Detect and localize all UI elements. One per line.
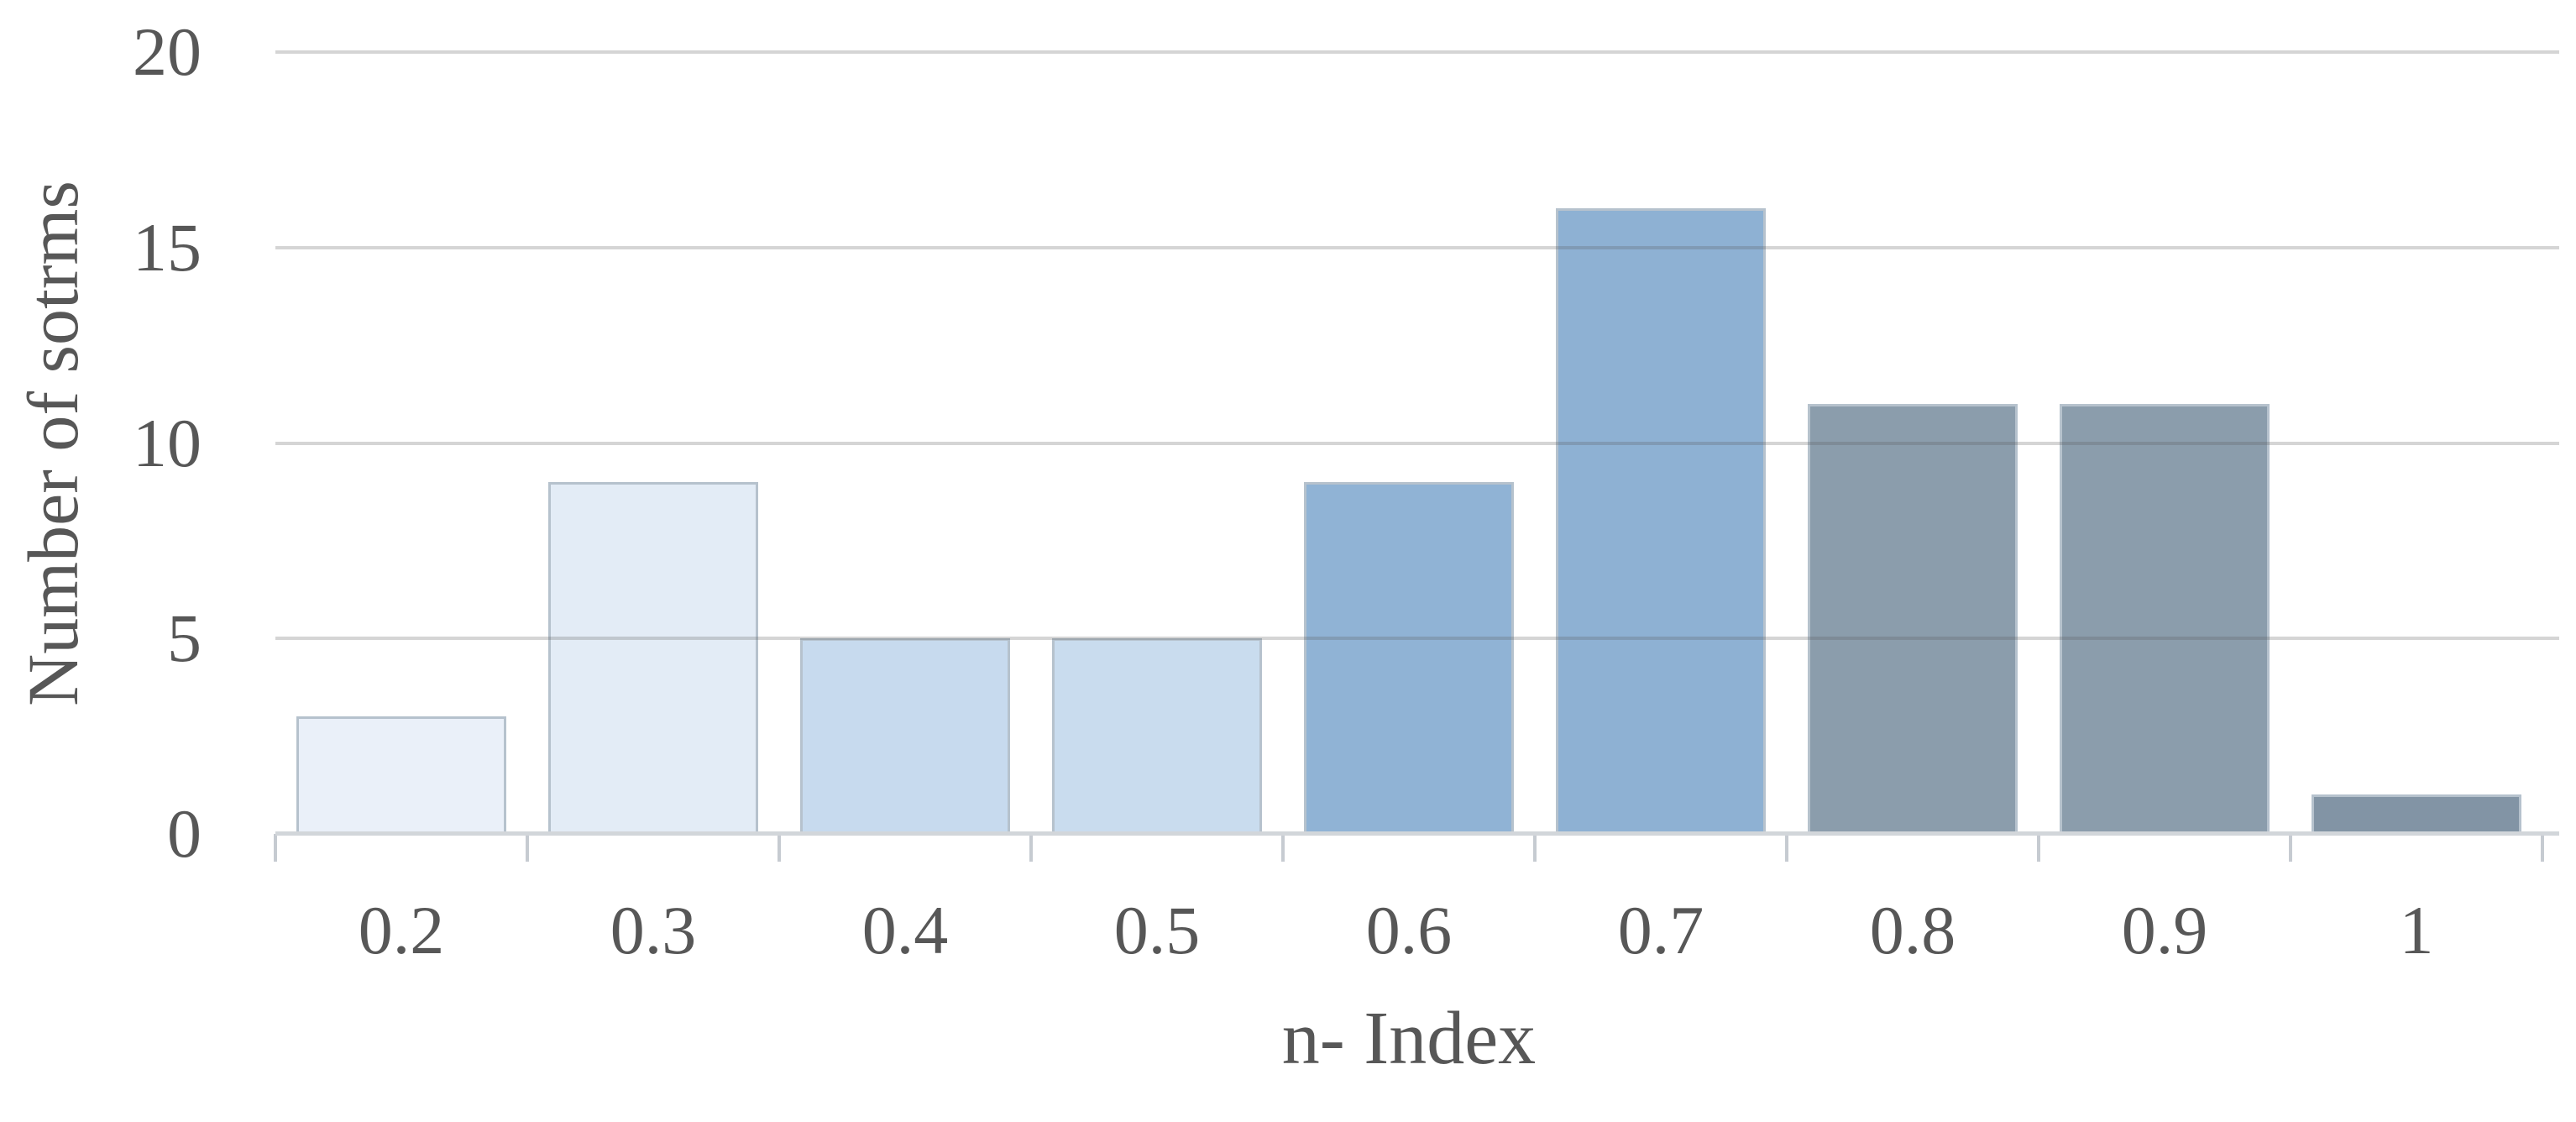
bar-0.6: [1303, 482, 1514, 834]
x-tick-2: [777, 834, 781, 862]
x-tick-6: [1784, 834, 1788, 862]
y-tick-label-15: 15: [133, 208, 202, 286]
x-tick-label-1: 1: [2399, 892, 2434, 968]
x-axis-title: n- Index: [1281, 997, 1537, 1080]
bar-0.2: [296, 716, 506, 834]
gridline-20: [275, 50, 2559, 54]
gridline-10: [275, 441, 2559, 445]
x-axis-line: [275, 831, 2559, 836]
x-tick-label-0.9: 0.9: [2121, 892, 2208, 968]
x-tick-4: [1280, 834, 1285, 862]
x-tick-8: [2288, 834, 2292, 862]
y-tick-label-20: 20: [133, 13, 202, 90]
x-tick-label-0.8: 0.8: [1869, 892, 1956, 968]
x-tick-label-0.2: 0.2: [358, 892, 445, 968]
x-tick-3: [1029, 834, 1033, 862]
y-tick-label-0: 0: [167, 795, 202, 872]
bar-1: [2311, 794, 2521, 834]
x-tick-9: [2541, 834, 2544, 862]
x-tick-label-0.7: 0.7: [1617, 892, 1704, 968]
gridline-15: [275, 245, 2559, 249]
plot-area: [274, 50, 2559, 862]
bar-0.3: [547, 482, 758, 834]
gridline-5: [275, 637, 2559, 641]
x-tick-label-0.3: 0.3: [610, 892, 697, 968]
x-tick-0: [274, 834, 277, 862]
bar-0.7: [1556, 208, 1766, 834]
y-axis-labels: 0 5 10 15 20: [0, 13, 275, 872]
x-tick-label-0.6: 0.6: [1365, 892, 1453, 968]
x-tick-5: [1533, 834, 1537, 862]
x-axis-labels: 0.2 0.3 0.4 0.5 0.6 0.7 0.8 0.9 1: [275, 880, 2542, 981]
y-tick-label-10: 10: [133, 404, 202, 481]
bar-0.9: [2060, 403, 2270, 834]
x-tick-label-0.4: 0.4: [861, 892, 949, 968]
y-tick-label-5: 5: [167, 600, 202, 677]
bar-0.4: [799, 638, 1010, 834]
bar-0.8: [1807, 403, 2018, 834]
x-tick-1: [525, 834, 529, 862]
x-tick-label-0.5: 0.5: [1113, 892, 1201, 968]
bar-0.5: [1051, 638, 1262, 834]
x-tick-7: [2037, 834, 2040, 862]
